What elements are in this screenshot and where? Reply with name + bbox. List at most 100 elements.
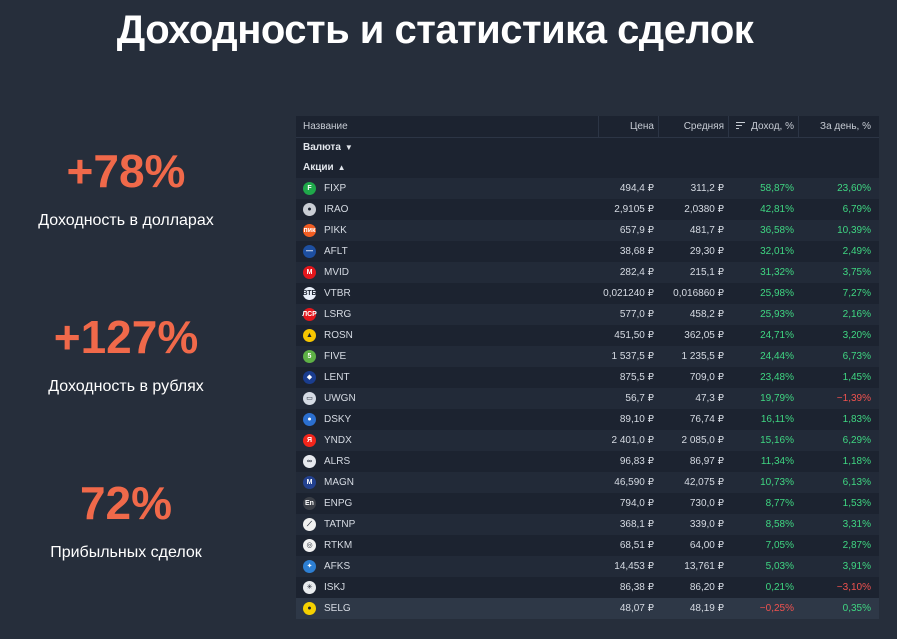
ticker: AFLT bbox=[324, 246, 348, 257]
cell-name: ⟋ TATNP bbox=[296, 514, 598, 535]
cell-day: 1,45% bbox=[842, 372, 871, 383]
column-header-avg[interactable]: Средняя bbox=[658, 116, 728, 137]
table-row[interactable]: ● SELG 48,07 ₽ 48,19 ₽ −0,25% 0,35% bbox=[296, 598, 879, 619]
cell-yield: 16,11% bbox=[760, 414, 794, 425]
ticker: FIVE bbox=[324, 351, 347, 362]
cell-yield: 23,48% bbox=[760, 372, 794, 383]
cell-avg: 1 235,5 ₽ bbox=[681, 351, 724, 362]
cell-day: 6,79% bbox=[842, 204, 871, 215]
table-row[interactable]: — AFLT 38,68 ₽ 29,30 ₽ 32,01% 2,49% bbox=[296, 241, 879, 262]
cell-name: ✦ AFKS bbox=[296, 556, 598, 577]
table-row[interactable]: ▲ ROSN 451,50 ₽ 362,05 ₽ 24,71% 3,20% bbox=[296, 325, 879, 346]
table-row[interactable]: ◆ LENT 875,5 ₽ 709,0 ₽ 23,48% 1,45% bbox=[296, 367, 879, 388]
cell-day: −3,10% bbox=[836, 582, 871, 593]
cell-avg: 42,075 ₽ bbox=[684, 477, 724, 488]
cell-avg: 215,1 ₽ bbox=[689, 267, 724, 278]
table-row[interactable]: М MVID 282,4 ₽ 215,1 ₽ 31,32% 3,75% bbox=[296, 262, 879, 283]
cell-price: 46,590 ₽ bbox=[614, 477, 654, 488]
cell-yield: 19,79% bbox=[760, 393, 794, 404]
cell-price: 1 537,5 ₽ bbox=[611, 351, 654, 362]
cell-name: F FIXP bbox=[296, 178, 598, 199]
chevron-down-icon: ▼ bbox=[344, 143, 353, 152]
cell-name: — AFLT bbox=[296, 241, 598, 262]
cell-name: ● DSKY bbox=[296, 409, 598, 430]
cell-avg: 481,7 ₽ bbox=[689, 225, 724, 236]
cell-name: пик PIKK bbox=[296, 220, 598, 241]
table-row[interactable]: ∞ ALRS 96,83 ₽ 86,97 ₽ 11,34% 1,18% bbox=[296, 451, 879, 472]
table-row[interactable]: ✳ ISKJ 86,38 ₽ 86,20 ₽ 0,21% −3,10% bbox=[296, 577, 879, 598]
mvid-logo: М bbox=[303, 266, 316, 279]
magn-logo: М bbox=[303, 476, 316, 489]
ticker: ALRS bbox=[324, 456, 351, 467]
cell-yield: 31,32% bbox=[760, 267, 794, 278]
column-header-yield[interactable]: Доход, % bbox=[728, 116, 798, 137]
group-currency-toggle[interactable]: Валюта ▼ bbox=[296, 138, 879, 158]
cell-yield: 11,34% bbox=[760, 456, 794, 467]
cell-day: 2,87% bbox=[842, 540, 871, 551]
table-row[interactable]: ● IRAO 2,9105 ₽ 2,0380 ₽ 42,81% 6,79% bbox=[296, 199, 879, 220]
ticker: AFKS bbox=[324, 561, 351, 572]
cell-name: ◎ RTKM bbox=[296, 535, 598, 556]
cell-yield: 32,01% bbox=[760, 246, 794, 257]
cell-yield: 24,44% bbox=[760, 351, 794, 362]
cell-yield: 58,87% bbox=[760, 183, 794, 194]
enpg-logo: En bbox=[303, 497, 316, 510]
table-row[interactable]: ⟋ TATNP 368,1 ₽ 339,0 ₽ 8,58% 3,31% bbox=[296, 514, 879, 535]
table-row[interactable]: Я YNDX 2 401,0 ₽ 2 085,0 ₽ 15,16% 6,29% bbox=[296, 430, 879, 451]
table-row[interactable]: 5 FIVE 1 537,5 ₽ 1 235,5 ₽ 24,44% 6,73% bbox=[296, 346, 879, 367]
cell-day: 3,91% bbox=[842, 561, 871, 572]
cell-yield: 36,58% bbox=[760, 225, 794, 236]
table-header: Название Цена Средняя Доход, % За день, … bbox=[296, 116, 879, 138]
cell-price: 86,38 ₽ bbox=[619, 582, 654, 593]
ticker: ENPG bbox=[324, 498, 353, 509]
column-header-price[interactable]: Цена bbox=[598, 116, 658, 137]
cell-avg: 29,30 ₽ bbox=[689, 246, 724, 257]
cell-day: 6,73% bbox=[842, 351, 871, 362]
table-row[interactable]: М MAGN 46,590 ₽ 42,075 ₽ 10,73% 6,13% bbox=[296, 472, 879, 493]
group-stocks-toggle[interactable]: Акции ▲ bbox=[296, 158, 879, 178]
table-row[interactable]: пик PIKK 657,9 ₽ 481,7 ₽ 36,58% 10,39% bbox=[296, 220, 879, 241]
cell-yield: −0,25% bbox=[759, 603, 794, 614]
cell-yield: 8,77% bbox=[765, 498, 794, 509]
ticker: PIKK bbox=[324, 225, 347, 236]
table-row[interactable]: ◎ RTKM 68,51 ₽ 64,00 ₽ 7,05% 2,87% bbox=[296, 535, 879, 556]
cell-day: 2,16% bbox=[842, 309, 871, 320]
cell-price: 2 401,0 ₽ bbox=[611, 435, 654, 446]
cell-avg: 47,3 ₽ bbox=[695, 393, 724, 404]
cell-price: 68,51 ₽ bbox=[619, 540, 654, 551]
cell-name: ● SELG bbox=[296, 598, 598, 619]
cell-yield: 8,58% bbox=[765, 519, 794, 530]
cell-avg: 48,19 ₽ bbox=[689, 603, 724, 614]
cell-name: ● IRAO bbox=[296, 199, 598, 220]
aflt-logo: — bbox=[303, 245, 316, 258]
table-row[interactable]: F FIXP 494,4 ₽ 311,2 ₽ 58,87% 23,60% bbox=[296, 178, 879, 199]
group-stocks-label: Акции bbox=[303, 162, 334, 173]
five-logo: 5 bbox=[303, 350, 316, 363]
table-row[interactable]: ЛСР LSRG 577,0 ₽ 458,2 ₽ 25,93% 2,16% bbox=[296, 304, 879, 325]
column-header-day[interactable]: За день, % bbox=[798, 116, 879, 137]
column-header-name[interactable]: Название bbox=[303, 121, 348, 132]
cell-price: 494,4 ₽ bbox=[619, 183, 654, 194]
cell-price: 89,10 ₽ bbox=[619, 414, 654, 425]
table-row[interactable]: ▭ UWGN 56,7 ₽ 47,3 ₽ 19,79% −1,39% bbox=[296, 388, 879, 409]
group-currency-label: Валюта bbox=[303, 142, 341, 153]
table-row[interactable]: ✦ AFKS 14,453 ₽ 13,761 ₽ 5,03% 3,91% bbox=[296, 556, 879, 577]
cell-yield: 15,16% bbox=[760, 435, 794, 446]
rtkm-logo: ◎ bbox=[303, 539, 316, 552]
cell-name: М MAGN bbox=[296, 472, 598, 493]
cell-avg: 2,0380 ₽ bbox=[684, 204, 724, 215]
cell-price: 368,1 ₽ bbox=[619, 519, 654, 530]
table-row[interactable]: En ENPG 794,0 ₽ 730,0 ₽ 8,77% 1,53% bbox=[296, 493, 879, 514]
cell-price: 2,9105 ₽ bbox=[614, 204, 654, 215]
table-row[interactable]: ВТБ VTBR 0,021240 ₽ 0,016860 ₽ 25,98% 7,27% bbox=[296, 283, 879, 304]
table-rows: F FIXP 494,4 ₽ 311,2 ₽ 58,87% 23,60% ● IRAO 2,91… bbox=[296, 178, 879, 619]
stat-profitable-trades: 72% Прибыльных сделок bbox=[0, 476, 252, 562]
cell-name: ∞ ALRS bbox=[296, 451, 598, 472]
cell-yield: 24,71% bbox=[760, 330, 794, 341]
table-row[interactable]: ● DSKY 89,10 ₽ 76,74 ₽ 16,11% 1,83% bbox=[296, 409, 879, 430]
cell-avg: 2 085,0 ₽ bbox=[681, 435, 724, 446]
ticker: VTBR bbox=[324, 288, 351, 299]
iskj-logo: ✳ bbox=[303, 581, 316, 594]
portfolio-table: Название Цена Средняя Доход, % За день, … bbox=[296, 116, 879, 619]
cell-yield: 7,05% bbox=[765, 540, 794, 551]
